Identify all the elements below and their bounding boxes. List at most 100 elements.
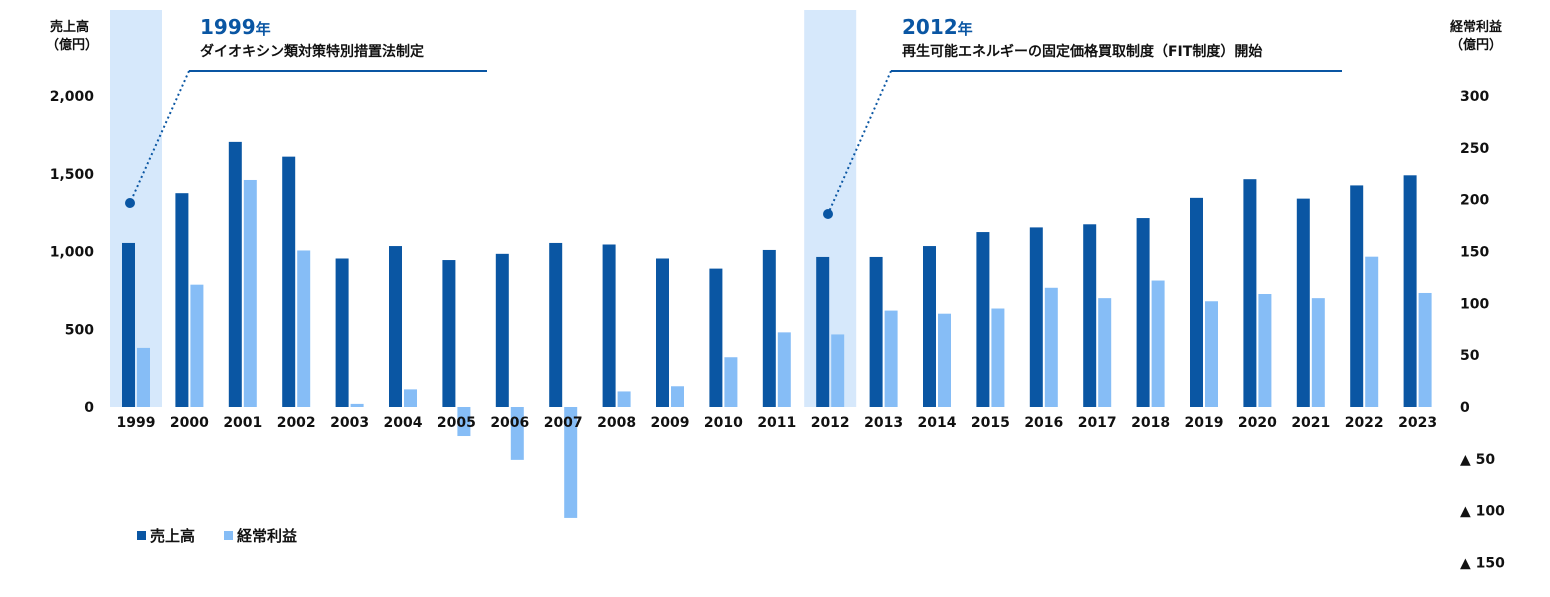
x-tick-label: 2004 (384, 415, 423, 431)
bar-profit-2016 (1044, 287, 1058, 407)
x-tick-label: 2019 (1185, 415, 1224, 431)
bar-sales-2000 (175, 193, 189, 407)
bar-profit-2007 (564, 407, 578, 518)
x-tick-label: 2017 (1078, 415, 1117, 431)
legend: 売上高 経常利益 (137, 527, 297, 545)
bar-sales-2023 (1403, 175, 1417, 407)
x-tick-label: 2002 (277, 415, 316, 431)
legend-swatch-sales (137, 531, 146, 540)
bar-sales-2014 (923, 246, 936, 407)
x-tick-label: 2015 (971, 415, 1010, 431)
bar-sales-2009 (656, 258, 669, 407)
bar-sales-1999 (122, 242, 135, 407)
bar-sales-2019 (1190, 197, 1203, 407)
highlight-band-1999 (110, 10, 162, 407)
x-tick-label: 2000 (170, 415, 209, 431)
bar-profit-2009 (671, 386, 684, 407)
left-tick-label: 0 (84, 400, 94, 416)
bar-profit-2001 (243, 179, 257, 407)
bar-sales-2010 (709, 268, 723, 407)
x-tick-label: 2014 (918, 415, 957, 431)
bar-profit-2003 (350, 403, 364, 407)
bars (122, 141, 1432, 518)
bar-profit-2018 (1151, 280, 1165, 407)
annotation-year-number: 2012 (902, 15, 958, 39)
x-tick-label: 2011 (757, 415, 796, 431)
annotation-year-suffix: 年 (958, 20, 973, 38)
x-tick-label: 2001 (223, 415, 262, 431)
bar-sales-2008 (602, 244, 616, 407)
bar-sales-2013 (869, 256, 883, 407)
bar-profit-2021 (1311, 298, 1325, 407)
x-tick-label: 2005 (437, 415, 476, 431)
x-tick-label: 2020 (1238, 415, 1277, 431)
x-tick-label: 2009 (651, 415, 690, 431)
legend-label-sales: 売上高 (150, 527, 195, 545)
bar-sales-2018 (1136, 218, 1150, 407)
annotation-text-2012: 再生可能エネルギーの固定価格買取制度（FIT制度）開始 (902, 43, 1262, 60)
annotation-dot (823, 209, 833, 219)
x-tick-label: 2016 (1024, 415, 1063, 431)
right-tick-label: 250 (1460, 141, 1489, 157)
bar-profit-2015 (991, 308, 1005, 407)
x-tick-label: 2023 (1398, 415, 1437, 431)
bar-profit-2013 (884, 310, 898, 407)
annotation-year-1999: 1999年 (200, 15, 271, 39)
bar-profit-2004 (404, 389, 417, 407)
bar-profit-2006 (510, 407, 524, 460)
annotation-year-number: 1999 (200, 15, 256, 39)
right-tick-label: 150 (1460, 245, 1489, 261)
bar-profit-2011 (777, 332, 791, 407)
bar-profit-2023 (1418, 292, 1432, 407)
highlight-bands (110, 10, 857, 407)
right-tick-label: ▲ 100 (1460, 504, 1505, 520)
right-axis-title-line2: （億円） (1450, 37, 1502, 53)
annotation-leader (129, 70, 190, 204)
x-tick-label: 2021 (1291, 415, 1330, 431)
x-tick-labels: 1999 2000 2001 2002 2003 2004 2005 2006 2007 2008… (117, 415, 1438, 431)
bar-sales-2001 (228, 141, 242, 407)
left-axis-title-line1: 売上高 (50, 19, 89, 35)
bar-sales-2016 (1029, 227, 1043, 407)
bar-sales-2017 (1083, 224, 1097, 407)
bar-profit-2020 (1258, 294, 1272, 407)
x-tick-label: 1999 (117, 415, 156, 431)
bar-profit-2014 (938, 313, 951, 407)
x-tick-label: 2018 (1131, 415, 1170, 431)
x-tick-label: 2022 (1345, 415, 1384, 431)
annotation-leader (827, 70, 892, 215)
bar-profit-2012 (831, 334, 845, 407)
bar-sales-2012 (816, 256, 830, 407)
right-tick-label: ▲ 150 (1460, 556, 1505, 572)
bar-sales-2021 (1296, 198, 1310, 407)
x-tick-label: 2007 (544, 415, 583, 431)
left-axis-title-line2: （億円） (46, 37, 98, 53)
bar-profit-2002 (297, 250, 311, 407)
bar-profit-2019 (1205, 301, 1218, 407)
annotation-year-2012: 2012年 (902, 15, 973, 39)
right-axis-title: 経常利益 （億円） (1450, 19, 1502, 53)
x-tick-label: 2008 (597, 415, 636, 431)
right-tick-label: 200 (1460, 193, 1489, 209)
left-axis-title: 売上高 （億円） (46, 19, 98, 53)
right-tick-label: 50 (1460, 348, 1480, 364)
legend-label-profit: 経常利益 (237, 527, 297, 545)
bar-sales-2006 (495, 253, 509, 407)
bar-profit-2010 (724, 357, 738, 407)
bar-sales-2022 (1350, 185, 1364, 407)
bar-sales-2002 (282, 156, 296, 407)
bar-sales-2005 (442, 260, 456, 407)
annotation-year-suffix: 年 (256, 20, 271, 38)
bar-profit-2017 (1098, 298, 1112, 407)
bar-sales-2020 (1243, 179, 1257, 407)
left-tick-label: 500 (65, 322, 94, 338)
annotation-dot (125, 198, 135, 208)
bar-sales-2015 (976, 232, 990, 407)
right-tick-label: 100 (1460, 296, 1489, 312)
bar-profit-2005 (457, 407, 471, 437)
bar-profit-2022 (1365, 256, 1379, 407)
bar-profit-2000 (190, 284, 204, 407)
legend-swatch-profit (224, 531, 233, 540)
bar-sales-2011 (762, 249, 776, 407)
